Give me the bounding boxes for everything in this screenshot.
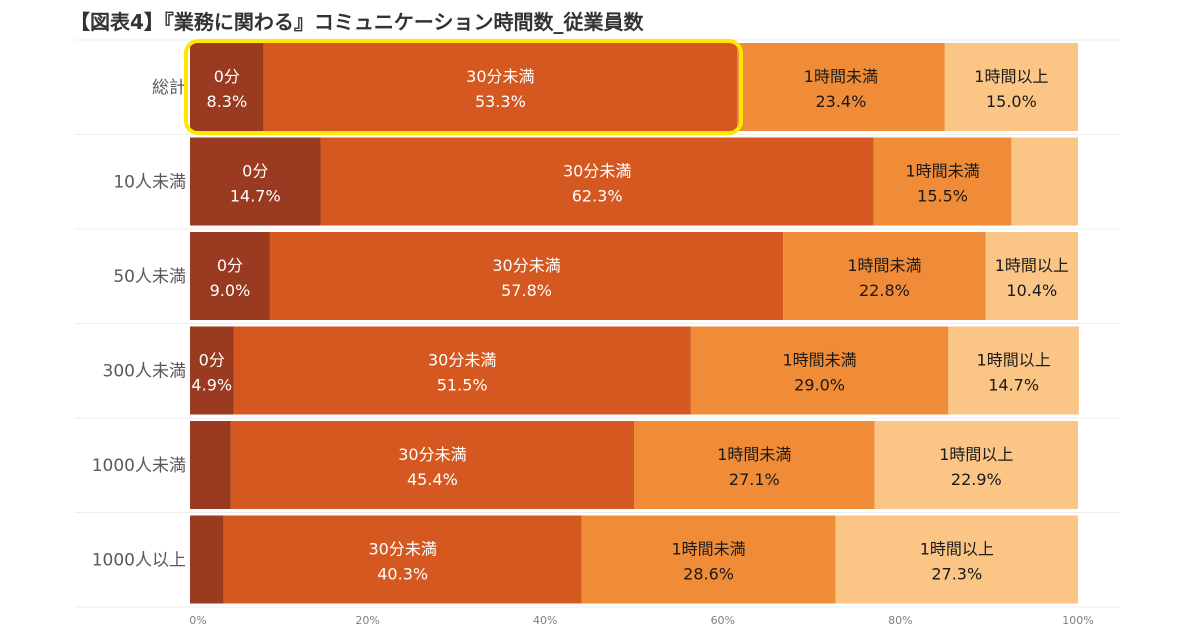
category-label: 300人未満 <box>103 362 186 382</box>
bar-segment <box>263 43 738 131</box>
data-label-series: 30分未満 <box>466 67 534 86</box>
bar-segment <box>690 326 949 415</box>
data-label-series: 30分未満 <box>368 540 436 559</box>
data-label-value: 62.3% <box>572 187 623 206</box>
x-tick-label: 20% <box>355 614 379 627</box>
data-label-series: 1時間未満 <box>717 445 791 464</box>
bar-segment <box>581 515 836 604</box>
data-label-value: 9.0% <box>210 281 251 300</box>
data-label-value: 28.6% <box>683 565 734 584</box>
category-label: 1000人未満 <box>92 456 186 476</box>
bar-segment <box>223 515 582 604</box>
data-label-value: 29.0% <box>794 376 845 395</box>
bar-segment <box>269 232 784 320</box>
bar-segment <box>1011 137 1078 226</box>
bar-segment <box>320 137 874 226</box>
bar-segment <box>230 421 634 509</box>
data-label-value: 4.9% <box>191 376 232 395</box>
x-tick-label: 80% <box>888 614 912 627</box>
bar-segment <box>190 232 270 320</box>
highlight-box <box>184 39 744 135</box>
data-label-series: 1時間未満 <box>671 540 745 559</box>
data-label-value: 57.8% <box>501 281 552 300</box>
bar-segment <box>874 421 1078 509</box>
bar-segment <box>190 421 231 509</box>
data-label-series: 1時間以上 <box>995 256 1069 275</box>
data-label-value: 22.9% <box>951 470 1002 489</box>
bar-segment <box>190 137 321 226</box>
data-label-value: 27.1% <box>729 470 780 489</box>
category-label: 総計 <box>152 78 186 98</box>
data-label-series: 1時間未満 <box>782 351 856 370</box>
chart-title: 【図表4】『業務に関わる』コミュニケーション時間数_従業員数 <box>70 10 644 34</box>
data-label-series: 1時間未満 <box>804 67 878 86</box>
category-label: 1000人以上 <box>92 551 186 571</box>
data-label-series: 0分 <box>217 256 243 275</box>
data-label-series: 1時間未満 <box>847 256 921 275</box>
data-label-series: 0分 <box>214 67 240 86</box>
bar-segment <box>190 326 234 415</box>
data-label-value: 8.3% <box>207 92 248 111</box>
data-label-value: 14.7% <box>988 376 1039 395</box>
data-label-series: 30分未満 <box>398 445 466 464</box>
data-label-value: 22.8% <box>859 281 910 300</box>
bar-segment <box>835 515 1078 604</box>
data-label-value: 51.5% <box>437 376 488 395</box>
data-label-series: 1時間以上 <box>974 67 1048 86</box>
data-label-series: 30分未満 <box>563 162 631 181</box>
data-label-value: 15.5% <box>917 187 968 206</box>
x-tick-label: 100% <box>1062 614 1093 627</box>
data-label-value: 53.3% <box>475 92 526 111</box>
data-label-series: 1時間以上 <box>920 540 994 559</box>
bar-segment <box>233 326 691 415</box>
x-tick-label: 40% <box>533 614 557 627</box>
data-label-series: 30分未満 <box>428 351 496 370</box>
data-label-value: 15.0% <box>986 92 1037 111</box>
data-label-value: 10.4% <box>1006 281 1057 300</box>
bar-segment <box>985 232 1078 320</box>
bar-segment <box>948 326 1079 415</box>
data-label-series: 1時間以上 <box>939 445 1013 464</box>
data-label-series: 0分 <box>242 162 268 181</box>
x-tick-label: 0% <box>189 614 206 627</box>
category-label: 10人未満 <box>113 173 186 193</box>
data-label-series: 0分 <box>199 351 225 370</box>
data-label-value: 27.3% <box>931 565 982 584</box>
bar-segment <box>944 43 1078 131</box>
data-label-value: 40.3% <box>377 565 428 584</box>
bar-segment <box>783 232 986 320</box>
data-label-value: 23.4% <box>815 92 866 111</box>
x-tick-label: 60% <box>711 614 735 627</box>
bar-segment <box>190 43 264 131</box>
bar-segment <box>634 421 875 509</box>
bar-segment <box>873 137 1012 226</box>
data-label-series: 30分未満 <box>492 256 560 275</box>
data-label-value: 14.7% <box>230 187 281 206</box>
bar-segment <box>190 515 224 604</box>
data-label-series: 1時間以上 <box>977 351 1051 370</box>
data-label-value: 45.4% <box>407 470 458 489</box>
data-label-series: 1時間未満 <box>905 162 979 181</box>
bar-segment <box>737 43 945 131</box>
category-label: 50人未満 <box>113 267 186 287</box>
